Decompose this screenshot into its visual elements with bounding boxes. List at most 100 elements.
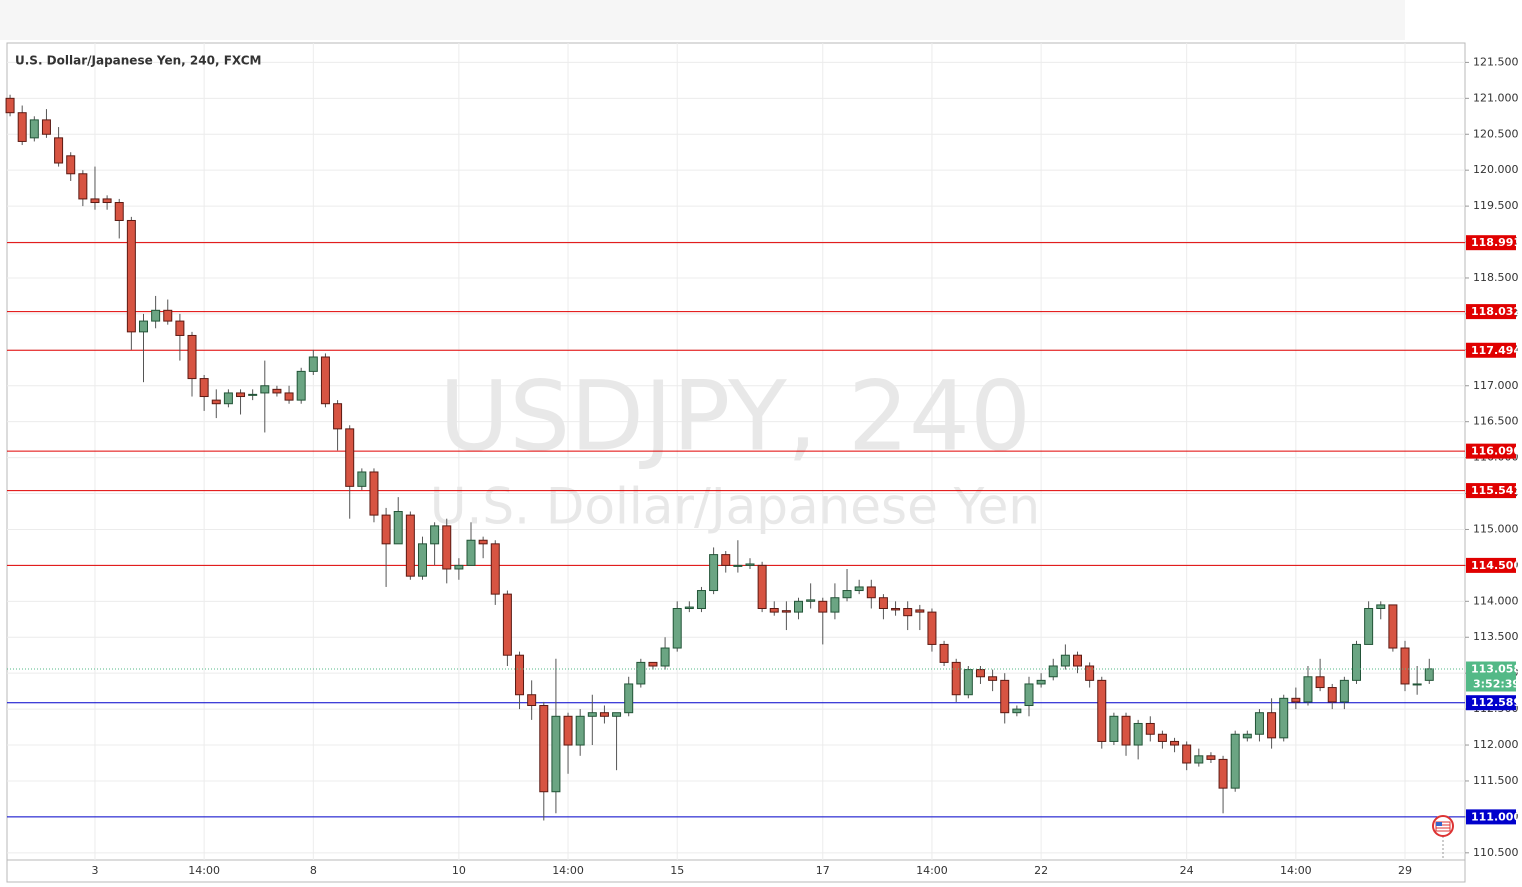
candle-body: [381, 514, 391, 545]
candle-body: [660, 647, 670, 667]
candle-body: [1097, 679, 1107, 742]
candle-body: [612, 712, 622, 717]
level-label: 117.494: [1471, 344, 1521, 357]
candle-body: [769, 608, 779, 613]
candle-body: [138, 320, 148, 333]
candle-body: [1194, 755, 1204, 764]
candle-body: [357, 471, 367, 487]
level-tag: [1466, 304, 1516, 320]
candle-body: [466, 539, 476, 566]
watermark-name: U.S. Dollar/Japanese Yen: [430, 478, 1040, 536]
x-tick-label: 22: [1034, 864, 1048, 877]
candle-body: [709, 554, 719, 592]
candle-body: [393, 510, 403, 545]
y-tick-label: 111.500: [1473, 774, 1519, 787]
y-tick-label: 117.000: [1473, 379, 1519, 392]
candle-body: [345, 428, 355, 487]
candle-body: [551, 715, 561, 793]
candle-body: [1376, 604, 1386, 610]
candle-body: [696, 590, 706, 610]
level-tag: [1466, 443, 1516, 459]
candle-body: [1315, 676, 1325, 689]
candle-body: [515, 654, 525, 696]
candle-body: [1060, 654, 1070, 667]
candle-body: [199, 378, 209, 398]
candle-body: [745, 563, 755, 566]
candle-body: [830, 597, 840, 613]
candle-body: [903, 608, 913, 617]
candle-body: [939, 643, 949, 663]
marks: [5, 94, 1465, 821]
event-icon: [1432, 815, 1454, 860]
candle-body: [842, 590, 852, 599]
candle-body: [1000, 679, 1010, 714]
x-tick-label: 29: [1398, 864, 1412, 877]
candle-body: [891, 608, 901, 611]
y-tick-label: 116.500: [1473, 415, 1519, 428]
grid: [7, 43, 1469, 860]
candle-body: [54, 137, 64, 164]
candle-body: [1133, 722, 1143, 746]
candle-body: [5, 97, 15, 114]
candle-body: [1267, 712, 1277, 739]
candle-body: [587, 712, 597, 717]
candle-body: [1073, 654, 1083, 667]
candle-body: [41, 119, 51, 135]
candle-body: [636, 661, 646, 685]
y-tick-label: 118.500: [1473, 271, 1519, 284]
x-tick-label: 24: [1180, 864, 1194, 877]
candle-body: [320, 356, 330, 405]
candle-body: [114, 202, 124, 221]
candle-body: [478, 539, 488, 545]
candle-body: [1388, 604, 1398, 649]
level-label: 111.000: [1471, 810, 1521, 823]
x-tick-label: 3: [91, 864, 98, 877]
candle-body: [599, 712, 609, 717]
level-tag: [1466, 809, 1516, 825]
candle-body: [490, 543, 500, 595]
x-tick-label: 17: [816, 864, 830, 877]
candle-body: [1048, 665, 1058, 678]
candle-body: [1012, 708, 1022, 714]
candle-body: [430, 525, 440, 545]
toolbar-strip: [0, 0, 1405, 40]
candle-body: [878, 597, 888, 610]
candle-body: [236, 392, 246, 398]
candle-body: [927, 611, 937, 645]
candle-body: [102, 198, 112, 204]
candle-body: [187, 334, 197, 380]
labels: 110.500111.000111.500112.000112.500113.0…: [91, 55, 1521, 877]
x-tick-label: 14:00: [188, 864, 220, 877]
candle-body: [1364, 608, 1374, 645]
candle-body: [951, 661, 961, 696]
candle-body: [405, 514, 415, 577]
candle-body: [1291, 697, 1301, 703]
level-tag: [1466, 342, 1516, 358]
candle-body: [1206, 755, 1216, 760]
candle-body: [1218, 758, 1228, 789]
watermark-symbol: USDJPY, 240: [439, 360, 1031, 472]
candle-body: [975, 669, 985, 678]
candle-body: [648, 661, 658, 667]
y-tick-label: 115.000: [1473, 522, 1519, 535]
candle-body: [1145, 722, 1155, 735]
y-tick-label: 119.500: [1473, 199, 1519, 212]
candle-body: [163, 309, 173, 322]
candle-body: [818, 600, 828, 613]
candle-body: [260, 385, 270, 394]
chart-title: U.S. Dollar/Japanese Yen, 240, FXCM: [15, 54, 261, 68]
candle-body: [672, 608, 682, 649]
candle-body: [721, 554, 731, 566]
candle-body: [369, 471, 379, 516]
candle-body: [1400, 647, 1410, 685]
last-price-tag: [1466, 661, 1516, 692]
candle-body: [1303, 676, 1313, 703]
candle-body: [66, 155, 76, 175]
candle-body: [151, 309, 161, 322]
candle-body: [211, 399, 221, 405]
candle-body: [296, 370, 306, 401]
candle-body: [454, 564, 464, 570]
y-tick-label: 110.500: [1473, 846, 1519, 859]
